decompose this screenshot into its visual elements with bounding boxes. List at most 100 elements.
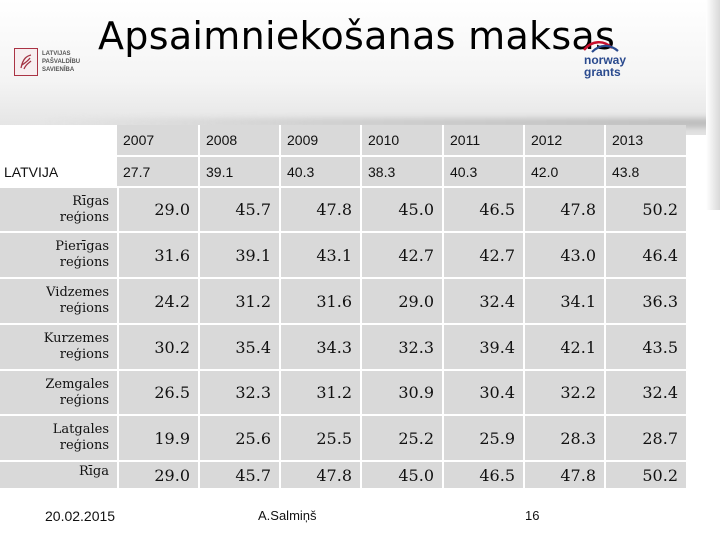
region-value: 45.7 bbox=[198, 186, 279, 231]
lps-logo-line: SAVIENĪBA bbox=[42, 67, 75, 73]
region-value: 45.0 bbox=[360, 460, 442, 488]
region-value: 32.3 bbox=[360, 323, 442, 369]
region-label-line: reģions bbox=[59, 255, 109, 270]
latvija-value: 27.7 bbox=[117, 155, 198, 186]
year-header: 2008 bbox=[198, 125, 279, 155]
year-header: 2012 bbox=[523, 125, 604, 155]
region-value: 29.0 bbox=[117, 460, 198, 488]
region-label: Pierīgas reģions bbox=[0, 231, 117, 277]
region-value: 30.9 bbox=[360, 369, 442, 414]
fee-table: 2007 2008 2009 2010 2011 2012 2013 LATVIJA 27.7 3… bbox=[0, 125, 686, 488]
page-number: 16 bbox=[525, 508, 540, 523]
region-value: 39.1 bbox=[198, 231, 279, 277]
region-value: 31.6 bbox=[279, 277, 360, 323]
latvija-value: 38.3 bbox=[360, 155, 442, 186]
year-header: 2013 bbox=[604, 125, 686, 155]
header-shadow bbox=[40, 118, 720, 128]
region-value: 31.6 bbox=[117, 231, 198, 277]
region-label-line: reģions bbox=[59, 438, 109, 453]
lps-logo-line: PAŠVALDĪBU bbox=[42, 59, 81, 65]
latvija-value: 40.3 bbox=[279, 155, 360, 186]
year-header: 2010 bbox=[360, 125, 442, 155]
latvija-value: 39.1 bbox=[198, 155, 279, 186]
year-header: 2007 bbox=[117, 125, 198, 155]
region-label: Zemgales reģions bbox=[0, 369, 117, 414]
region-value: 46.5 bbox=[442, 460, 523, 488]
footer-author: A.Salmiņš bbox=[258, 508, 317, 523]
region-value: 29.0 bbox=[360, 277, 442, 323]
region-value: 42.1 bbox=[523, 323, 604, 369]
region-label-line: reģions bbox=[59, 347, 109, 362]
region-label-line: Vidzemes bbox=[46, 285, 109, 300]
region-value: 25.9 bbox=[442, 414, 523, 460]
region-label: Vidzemes reģions bbox=[0, 277, 117, 323]
region-value: 30.4 bbox=[442, 369, 523, 414]
latvija-value: 42.0 bbox=[523, 155, 604, 186]
table-corner-cell bbox=[0, 125, 117, 155]
region-value: 42.7 bbox=[442, 231, 523, 277]
lps-logo-text: LATVIJAS PAŠVALDĪBU SAVIENĪBA bbox=[42, 50, 80, 74]
region-value: 39.4 bbox=[442, 323, 523, 369]
region-label-line: Zemgales bbox=[45, 376, 109, 392]
logo-line-norway: norway bbox=[584, 53, 627, 67]
region-label-line: reģions bbox=[59, 209, 109, 225]
region-value: 32.2 bbox=[523, 369, 604, 414]
year-header: 2011 bbox=[442, 125, 523, 155]
region-value: 36.3 bbox=[604, 277, 686, 323]
region-value: 32.3 bbox=[198, 369, 279, 414]
region-value: 24.2 bbox=[117, 277, 198, 323]
region-value: 30.2 bbox=[117, 323, 198, 369]
region-label-line: reģions bbox=[59, 392, 109, 408]
region-label-line: Rīgas bbox=[72, 193, 109, 209]
footer-date: 20.02.2015 bbox=[45, 508, 116, 524]
region-label: Kurzemes reģions bbox=[0, 323, 117, 369]
lps-logo-line: LATVIJAS bbox=[42, 51, 71, 57]
region-value: 43.5 bbox=[604, 323, 686, 369]
seal-icon bbox=[14, 48, 38, 76]
region-value: 25.5 bbox=[279, 414, 360, 460]
region-value: 47.8 bbox=[523, 186, 604, 231]
region-value: 35.4 bbox=[198, 323, 279, 369]
region-value: 47.8 bbox=[523, 460, 604, 488]
logo-line-grants: grants bbox=[584, 65, 621, 79]
region-value: 34.3 bbox=[279, 323, 360, 369]
latvija-value: 40.3 bbox=[442, 155, 523, 186]
region-label-line: Kurzemes bbox=[43, 331, 109, 346]
latvija-label: LATVIJA bbox=[0, 155, 117, 186]
region-value: 25.2 bbox=[360, 414, 442, 460]
region-value: 50.2 bbox=[604, 460, 686, 488]
region-label: Rīga bbox=[0, 460, 117, 488]
region-value: 47.8 bbox=[279, 186, 360, 231]
year-header: 2009 bbox=[279, 125, 360, 155]
region-value: 42.7 bbox=[360, 231, 442, 277]
region-value: 46.5 bbox=[442, 186, 523, 231]
latvija-value: 43.8 bbox=[604, 155, 686, 186]
region-value: 26.5 bbox=[117, 369, 198, 414]
lps-logo: LATVIJAS PAŠVALDĪBU SAVIENĪBA bbox=[14, 48, 80, 76]
norway-grants-logo: norway grants bbox=[582, 40, 652, 80]
region-value: 34.1 bbox=[523, 277, 604, 323]
region-value: 45.7 bbox=[198, 460, 279, 488]
slide-title: Apsaimniekošanas maksas bbox=[98, 14, 616, 58]
region-value: 25.6 bbox=[198, 414, 279, 460]
region-value: 31.2 bbox=[279, 369, 360, 414]
region-value: 19.9 bbox=[117, 414, 198, 460]
right-edge-decoration bbox=[706, 0, 720, 210]
region-value: 31.2 bbox=[198, 277, 279, 323]
region-label-line: reģions bbox=[59, 301, 109, 316]
region-value: 29.0 bbox=[117, 186, 198, 231]
region-value: 32.4 bbox=[442, 277, 523, 323]
region-value: 28.7 bbox=[604, 414, 686, 460]
region-value: 47.8 bbox=[279, 460, 360, 488]
region-value: 43.1 bbox=[279, 231, 360, 277]
region-label-line: Rīga bbox=[78, 464, 109, 479]
swirl-icon bbox=[583, 41, 619, 53]
region-label-line: Latgales bbox=[52, 422, 109, 437]
region-value: 46.4 bbox=[604, 231, 686, 277]
region-value: 50.2 bbox=[604, 186, 686, 231]
region-value: 45.0 bbox=[360, 186, 442, 231]
region-value: 28.3 bbox=[523, 414, 604, 460]
region-value: 32.4 bbox=[604, 369, 686, 414]
header-band bbox=[0, 0, 720, 135]
region-label: Latgales reģions bbox=[0, 414, 117, 460]
